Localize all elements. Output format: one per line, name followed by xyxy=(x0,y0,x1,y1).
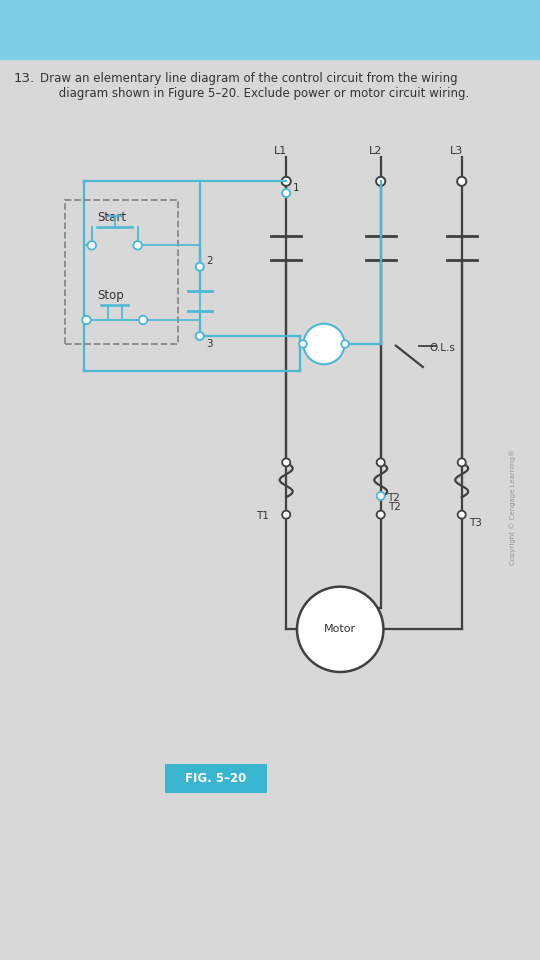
Text: T3: T3 xyxy=(469,518,482,528)
Circle shape xyxy=(376,177,385,186)
Circle shape xyxy=(377,492,384,500)
Text: L2: L2 xyxy=(369,146,382,156)
Circle shape xyxy=(458,511,466,518)
Text: M: M xyxy=(319,339,329,349)
Text: O.L.s: O.L.s xyxy=(429,343,455,353)
Text: FIG. 5–20: FIG. 5–20 xyxy=(185,772,247,785)
Text: Start: Start xyxy=(97,210,126,224)
Circle shape xyxy=(195,332,204,340)
Circle shape xyxy=(195,263,204,271)
Circle shape xyxy=(82,316,91,324)
Circle shape xyxy=(377,459,384,467)
Circle shape xyxy=(282,511,291,518)
Text: Draw an elementary line diagram of the control circuit from the wiring
     diag: Draw an elementary line diagram of the c… xyxy=(40,72,470,100)
Text: T2: T2 xyxy=(388,502,401,513)
Circle shape xyxy=(299,340,307,348)
Text: Copyright © Cengage Learning®: Copyright © Cengage Learning® xyxy=(510,448,516,564)
Text: L1: L1 xyxy=(274,146,288,156)
Circle shape xyxy=(457,177,467,186)
Text: T1: T1 xyxy=(256,511,269,521)
Circle shape xyxy=(282,189,291,197)
Bar xyxy=(0,0,540,59)
Circle shape xyxy=(282,459,291,467)
Text: 13.: 13. xyxy=(14,72,35,85)
Circle shape xyxy=(282,177,291,186)
Circle shape xyxy=(341,340,349,348)
Text: 1: 1 xyxy=(293,183,299,194)
Text: L3: L3 xyxy=(450,146,463,156)
Circle shape xyxy=(303,324,345,364)
Text: T2: T2 xyxy=(387,493,400,503)
Circle shape xyxy=(377,511,384,518)
Text: 2: 2 xyxy=(206,256,213,266)
Text: 3: 3 xyxy=(206,339,213,348)
Circle shape xyxy=(139,316,147,324)
Circle shape xyxy=(87,241,96,250)
Text: Motor: Motor xyxy=(324,624,356,635)
Circle shape xyxy=(458,459,466,467)
Text: Stop: Stop xyxy=(97,289,124,301)
Circle shape xyxy=(133,241,142,250)
FancyBboxPatch shape xyxy=(165,764,267,793)
Circle shape xyxy=(297,587,383,672)
